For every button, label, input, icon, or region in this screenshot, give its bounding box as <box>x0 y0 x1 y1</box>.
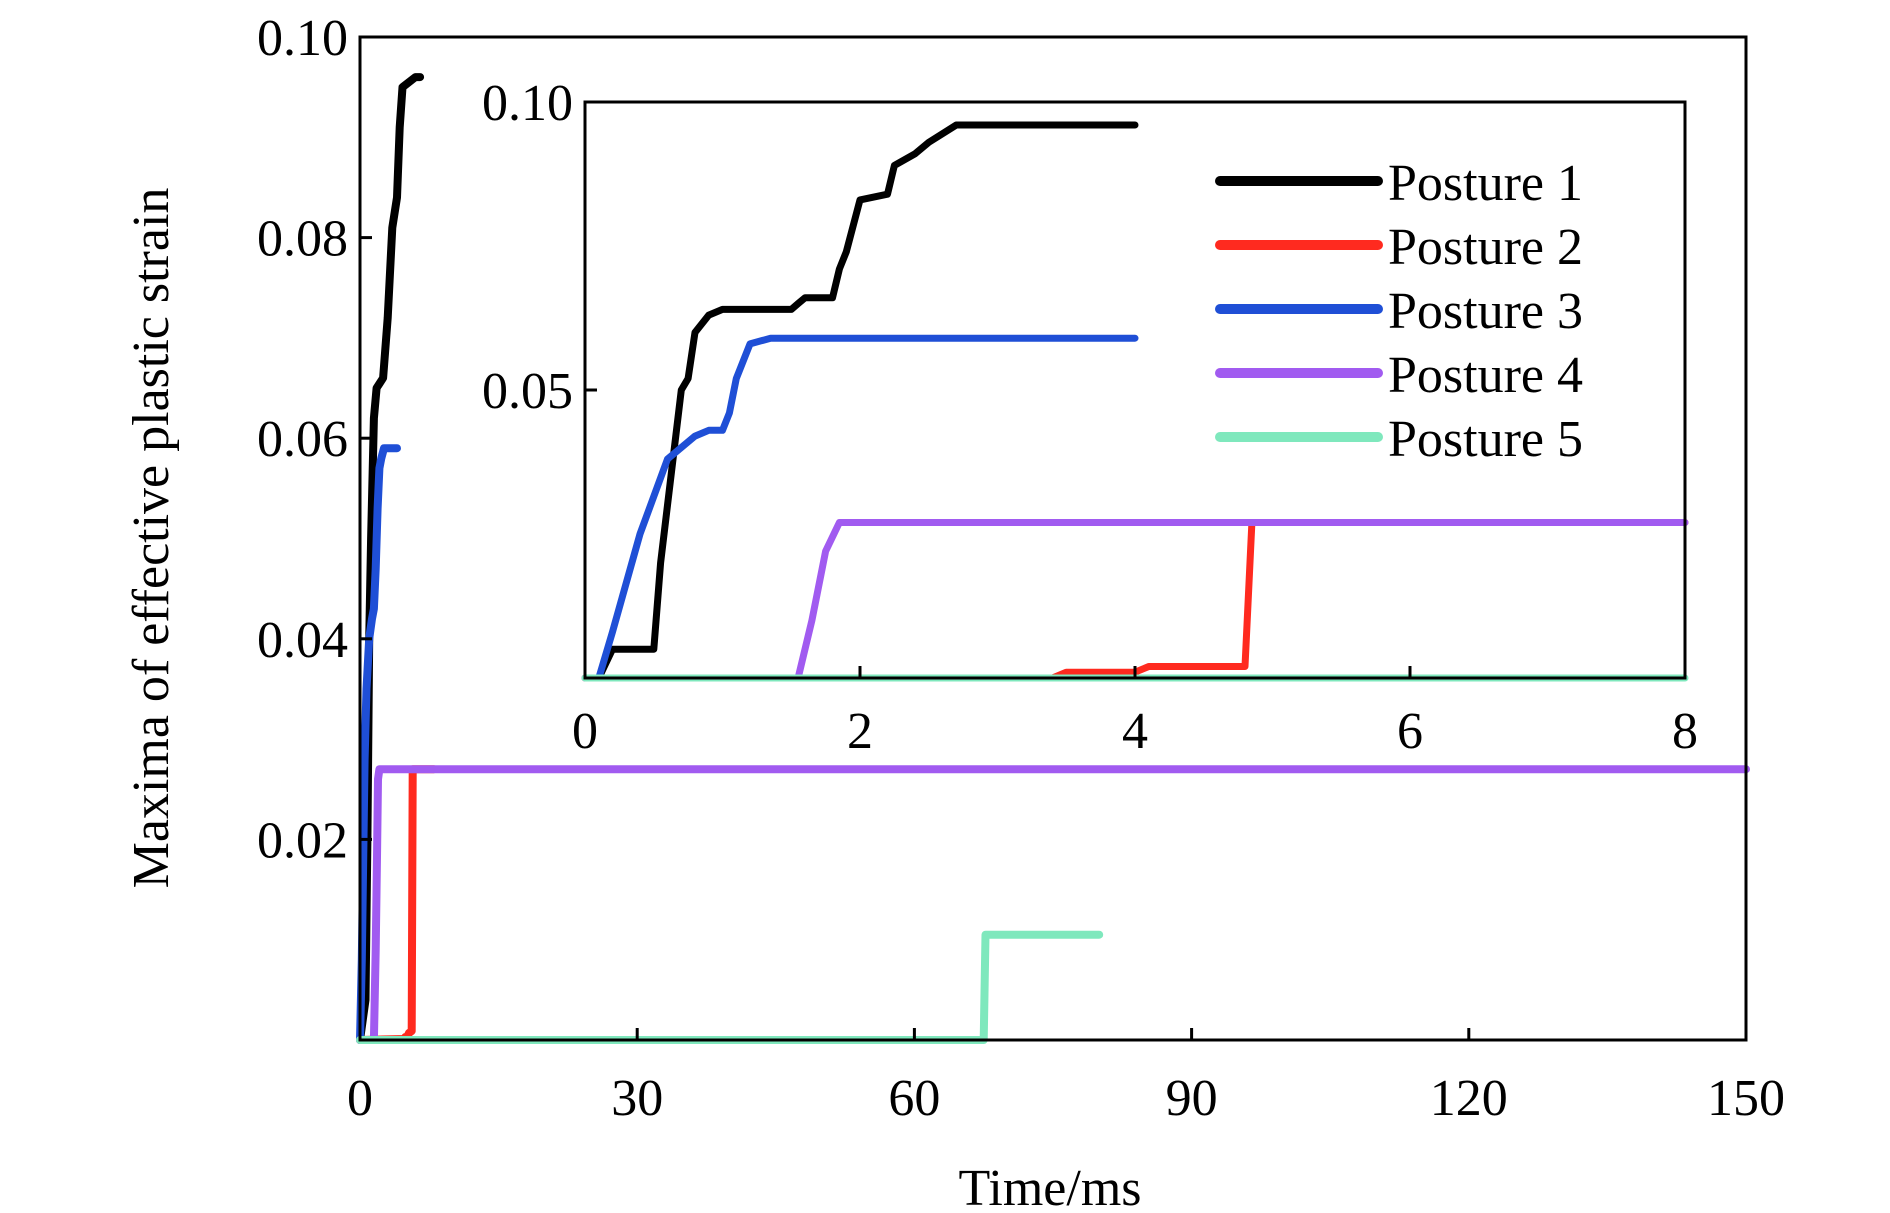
main-x-tick-label: 60 <box>888 1070 940 1127</box>
legend-label-posture-3: Posture 3 <box>1388 283 1583 340</box>
main-chart: 0 30 60 90 120 150 0.020.040.060.080.10 Time/… <box>123 10 1785 1213</box>
inset-series-posture-3 <box>595 334 1139 682</box>
main-x-axis-title: Time/ms <box>958 1160 1141 1213</box>
main-y-ticks: 0.02 0.04 0.06 0.08 0.10 <box>257 10 372 869</box>
main-x-tick-label: 120 <box>1430 1070 1508 1127</box>
legend-entry: Posture 1 <box>1215 155 1583 212</box>
inset-y-tick-label: 0.05 <box>482 363 573 420</box>
main-x-ticks: 0 30 60 90 120 150 <box>347 1028 1785 1127</box>
main-x-tick-label: 0 <box>347 1070 373 1127</box>
legend-label-posture-5: Posture 5 <box>1388 411 1583 468</box>
main-y-tick-label: 0.10 <box>257 10 348 67</box>
legend: Posture 1 Posture 2 Posture 3 Posture 4 … <box>1215 155 1583 468</box>
legend-entry: Posture 5 <box>1215 411 1583 468</box>
main-y-tick-label: 0.08 <box>257 211 348 268</box>
inset-series-posture-1 <box>595 121 1139 682</box>
legend-entry: Posture 4 <box>1215 347 1583 404</box>
main-y-tick-label: 0.02 <box>257 812 348 869</box>
legend-entry: Posture 2 <box>1215 219 1583 276</box>
inset-chart: 0 2 4 6 8 0.05 0.10 Posture 1 Posture 2 Postu… <box>482 75 1698 760</box>
legend-label-posture-4: Posture 4 <box>1388 347 1583 404</box>
main-plot-frame <box>358 35 1748 1042</box>
inset-x-tick-label: 2 <box>847 703 873 760</box>
inset-x-tick-label: 8 <box>1672 703 1698 760</box>
main-y-tick-label: 0.06 <box>257 411 348 468</box>
legend-entry: Posture 3 <box>1215 283 1583 340</box>
inset-y-ticks: 0.05 0.10 <box>482 75 597 420</box>
inset-x-tick-label: 6 <box>1397 703 1423 760</box>
main-x-tick-label: 150 <box>1707 1070 1785 1127</box>
inset-x-tick-label: 0 <box>572 703 598 760</box>
main-y-tick-label: 0.04 <box>257 612 348 669</box>
main-series-posture-3 <box>356 444 401 1044</box>
legend-label-posture-1: Posture 1 <box>1388 155 1583 212</box>
inset-x-tick-label: 4 <box>1122 703 1148 760</box>
main-series-posture-5 <box>356 930 1104 1044</box>
main-x-tick-label: 30 <box>611 1070 663 1127</box>
main-y-axis-title: Maxima of effective plastic strain <box>123 188 180 889</box>
inset-background <box>585 102 1685 678</box>
inset-y-tick-label: 0.10 <box>482 75 573 132</box>
inset-x-ticks: 0 2 4 6 8 <box>572 666 1698 760</box>
main-x-tick-label: 90 <box>1166 1070 1218 1127</box>
main-series-posture-4 <box>356 765 1750 1044</box>
legend-label-posture-2: Posture 2 <box>1388 219 1583 276</box>
